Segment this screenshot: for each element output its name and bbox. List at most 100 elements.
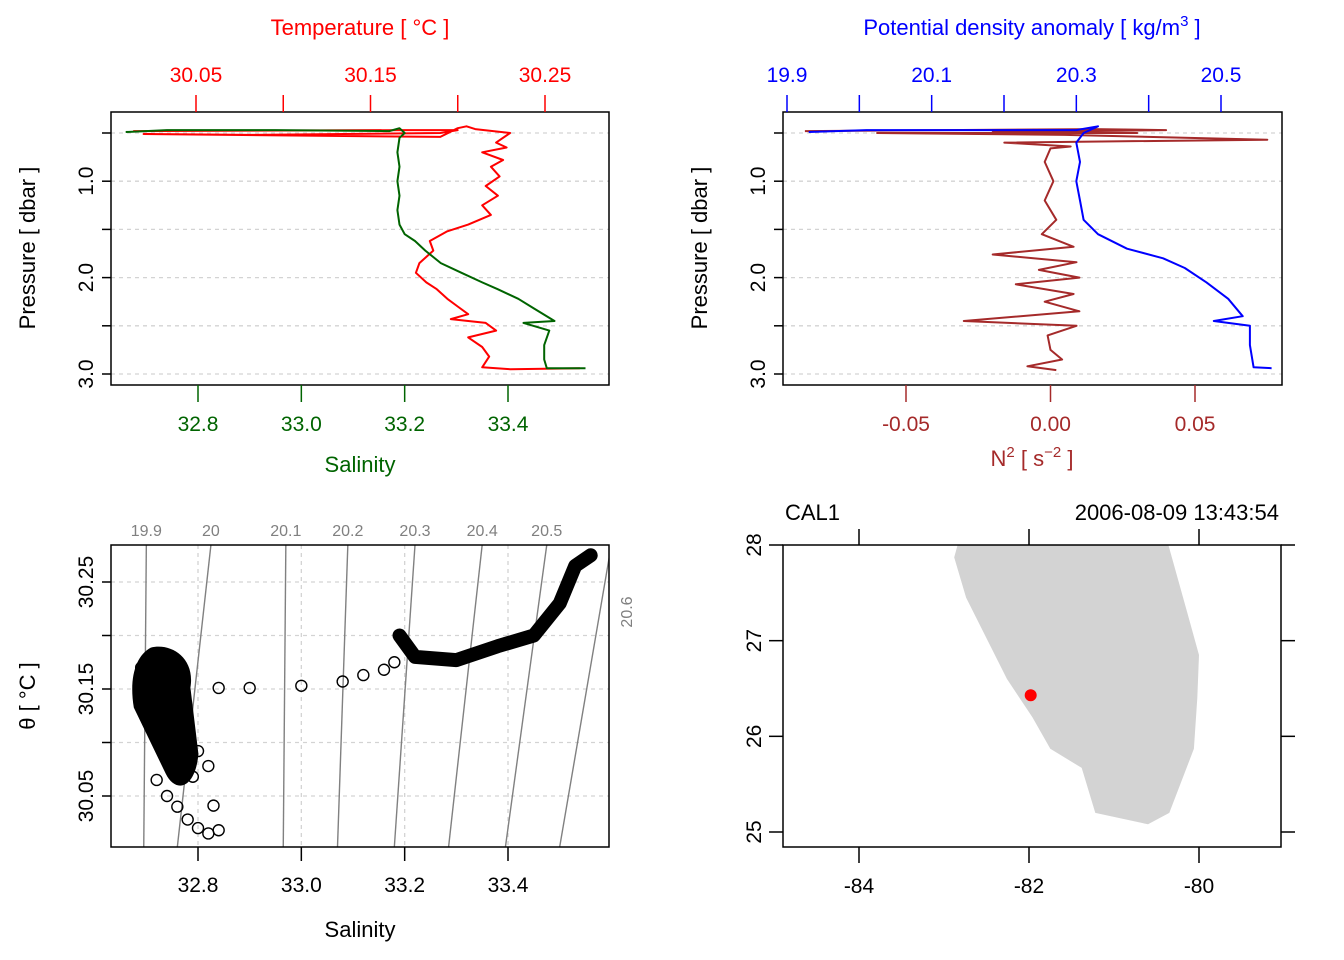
- p4-x-tick-label: -80: [1184, 875, 1214, 898]
- station-time: 2006-08-09 13:43:54: [1075, 500, 1279, 525]
- isopycnal-label: 20.5: [531, 523, 562, 540]
- p1-top-tick-label: 30.25: [519, 64, 572, 87]
- ts-point: [171, 800, 184, 813]
- ts-point: [336, 675, 349, 688]
- panel-station-map: -84 -82 -80 25 26 27 28 CAL1 2006-08-09 13:43:…: [743, 500, 1295, 898]
- ts-point: [212, 824, 225, 837]
- p1-bottom-axis-title: Salinity: [325, 452, 396, 477]
- isopycnal-line: [504, 545, 548, 847]
- station-name: CAL1: [785, 500, 840, 525]
- isopycnal-line: [393, 545, 416, 847]
- isopycnal-line: [558, 554, 609, 847]
- ts-point: [134, 661, 148, 674]
- p2-bottom-title-sup: 2: [1006, 444, 1014, 461]
- ts-point: [140, 677, 153, 690]
- p1-series: [125, 125, 586, 371]
- panel-temperature-salinity-profile: 1.0 2.0 3.0 30.05 30.15 30.25 32.8 33.0 33.2 33.4…: [15, 15, 610, 477]
- p2-bottom-tick-label: 0.05: [1175, 413, 1216, 436]
- p4-y-tick-label: 26: [743, 725, 766, 748]
- panel-ts-diagram: 19.9 20 20.1 20.2 20.3 20.4 20.520.6 32.8 33.0 3…: [15, 523, 636, 942]
- p4-land: [954, 545, 1199, 825]
- ts-point: [388, 656, 401, 669]
- p2-grid: [783, 132, 1282, 375]
- p2-series: [804, 125, 1272, 372]
- ts-point: [186, 770, 200, 783]
- p2-top-tick-label: 19.9: [767, 64, 808, 87]
- p3-x-axis-title: Salinity: [325, 917, 396, 942]
- ts-point: [243, 681, 256, 695]
- p3-isopycnal-labels: 19.9 20 20.1 20.2 20.3 20.4 20.5 20.6: [131, 523, 636, 628]
- p2-bottom-title-mid: [ s: [1015, 446, 1044, 471]
- isopycnal-label: 20: [202, 523, 220, 540]
- p2-bottom-axis-title: N2 [ s−2 ]: [991, 444, 1074, 471]
- isopycnal-label: 20.4: [467, 523, 498, 540]
- p1-plot-frame: [110, 111, 610, 386]
- p3-y-axis-title: θ [ °C ]: [15, 662, 40, 729]
- p2-plot-frame: [782, 111, 1283, 386]
- isopycnal-label: 20.2: [332, 523, 363, 540]
- ts-point: [160, 789, 174, 803]
- p2-top-tick-label: 20.3: [1056, 64, 1097, 87]
- p1-top-tick-label: 30.05: [170, 64, 223, 87]
- p4-plot-frame: [782, 544, 1282, 848]
- p2-y-tick-label: 2.0: [747, 263, 770, 292]
- p2-axes: 1.0 2.0 3.0 19.9 20.1 20.3 20.5 -0.05 0.00 0.05: [747, 64, 1241, 436]
- p2-top-title-end: ]: [1188, 15, 1200, 40]
- p3-points: [132, 548, 598, 840]
- p1-y-tick-label: 2.0: [75, 263, 98, 292]
- p4-x-tick-label: -84: [844, 875, 875, 898]
- p3-y-tick-label: 30.25: [75, 556, 98, 609]
- isopycnal-line: [282, 545, 287, 847]
- p2-top-axis-title: Potential density anomaly [ kg/m3 ]: [863, 13, 1200, 40]
- ts-point: [191, 821, 205, 835]
- p2-bottom-tick-label: -0.05: [882, 413, 930, 436]
- station-marker: [1024, 689, 1037, 702]
- p1-grid: [111, 132, 609, 375]
- isopycnal-label: 19.9: [131, 523, 162, 540]
- ts-point: [191, 744, 205, 758]
- isopycnal-line: [336, 545, 349, 847]
- panel-density-n2-profile: 1.0 2.0 3.0 19.9 20.1 20.3 20.5 -0.05 0.00 0.05 P…: [687, 13, 1283, 471]
- p3-x-tick-label: 33.2: [384, 874, 425, 897]
- p1-top-tick-label: 30.15: [344, 64, 397, 87]
- p4-x-tick-label: -82: [1014, 875, 1044, 898]
- p2-y-axis-title: Pressure [ dbar ]: [687, 167, 712, 330]
- p1-top-axis-title: Temperature [ °C ]: [271, 15, 450, 40]
- p3-x-tick-label: 33.0: [281, 874, 322, 897]
- p1-bottom-tick-label: 33.4: [488, 413, 529, 436]
- salinity-line: [125, 127, 586, 370]
- p2-top-tick-label: 20.5: [1201, 64, 1242, 87]
- p3-plot-frame: [110, 544, 610, 848]
- ts-point: [207, 799, 220, 812]
- isopycnal-label: 20.6: [619, 596, 636, 627]
- p3-y-tick-label: 30.05: [75, 770, 98, 823]
- p2-y-tick-label: 3.0: [747, 359, 770, 388]
- p2-bottom-tick-label: 0.00: [1030, 413, 1071, 436]
- p2-bottom-title-sup2: −2: [1044, 444, 1061, 461]
- florida-landmass: [954, 545, 1199, 825]
- ts-deep-band: [392, 548, 598, 668]
- p4-y-tick-label: 25: [743, 820, 766, 843]
- ts-point: [181, 813, 194, 826]
- temperature-line: [133, 125, 580, 371]
- p1-bottom-tick-label: 32.8: [178, 413, 219, 436]
- ts-point: [377, 663, 391, 676]
- p1-bottom-tick-label: 33.0: [281, 413, 322, 436]
- p3-x-tick-label: 33.4: [488, 874, 529, 897]
- isopycnal-label: 20.1: [270, 523, 301, 540]
- ts-point: [212, 681, 225, 695]
- p3-axes: 32.8 33.0 33.2 33.4 30.05 30.15 30.25: [75, 556, 529, 897]
- p4-y-tick-label: 27: [743, 629, 766, 652]
- p4-axes: -84 -82 -80 25 26 27 28: [743, 529, 1295, 898]
- p3-isopycnals: [143, 545, 609, 847]
- p4-station: [1024, 689, 1037, 702]
- p2-top-tick-label: 20.1: [911, 64, 952, 87]
- p2-bottom-title-n: N: [991, 446, 1007, 471]
- p2-bottom-title-end: ]: [1061, 446, 1073, 471]
- p2-top-title-sup: 3: [1180, 13, 1188, 30]
- ts-point: [202, 827, 215, 840]
- ts-point: [202, 759, 215, 773]
- isopycnal-line: [447, 545, 483, 847]
- p3-y-tick-label: 30.15: [75, 663, 98, 716]
